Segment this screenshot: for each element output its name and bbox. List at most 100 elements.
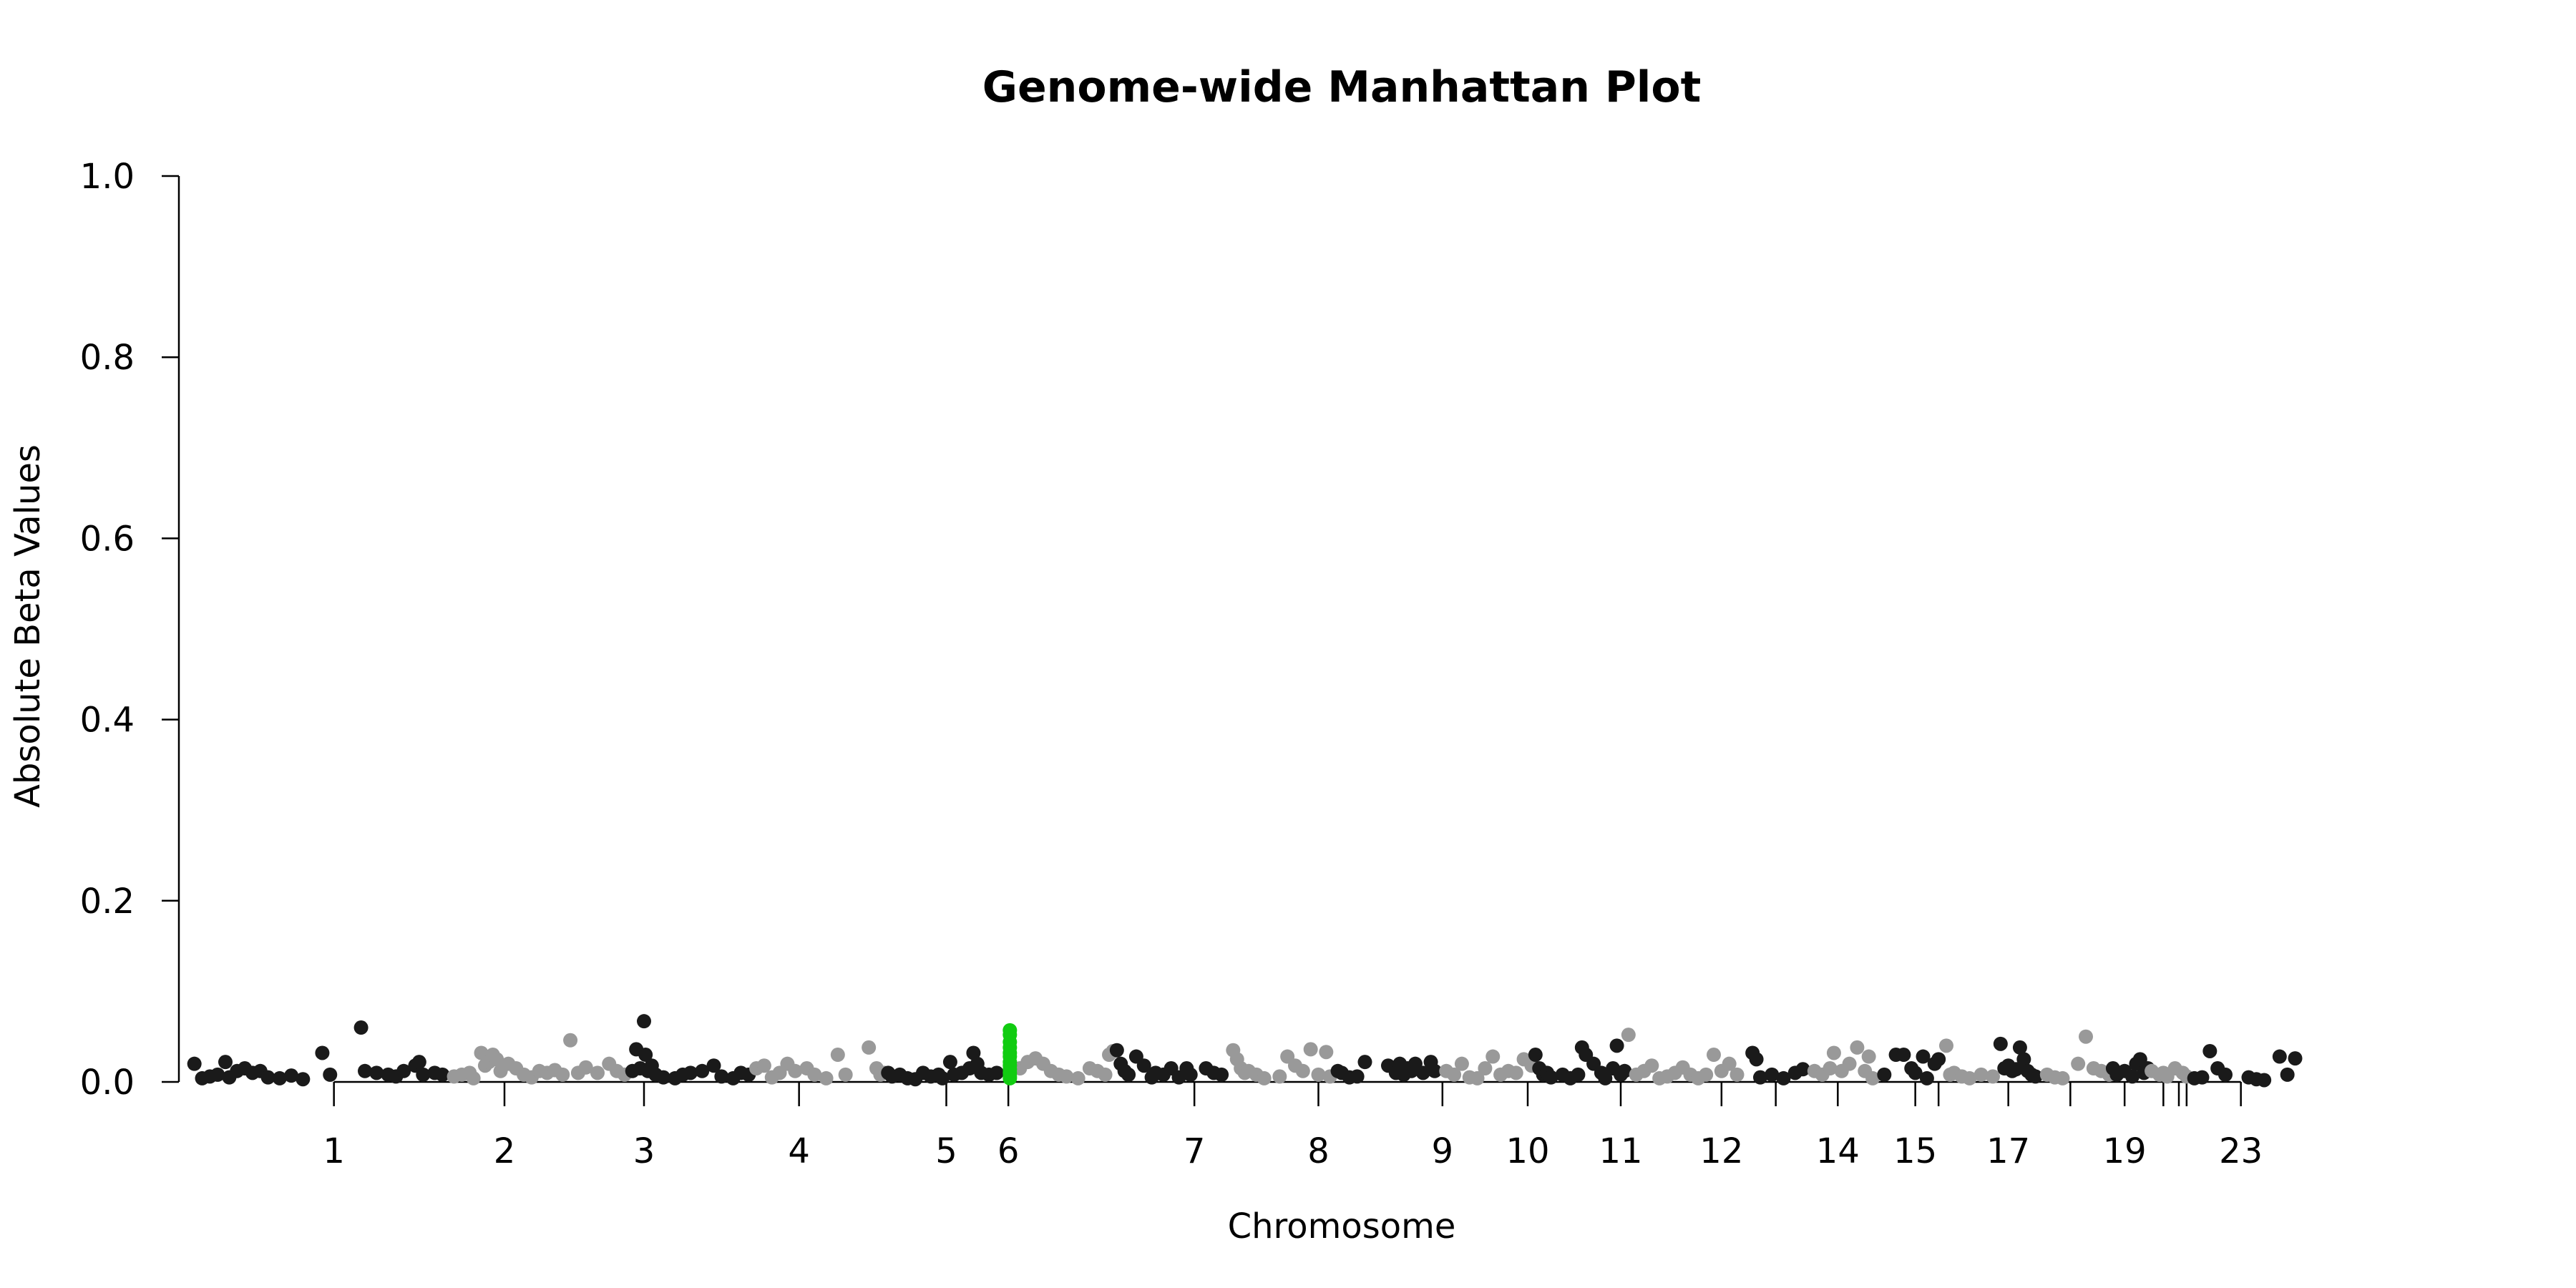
data-point [1357, 1055, 1372, 1070]
data-point [1753, 1070, 1767, 1085]
data-point [1823, 1061, 1838, 1076]
data-point [2071, 1056, 2086, 1071]
data-point [1877, 1067, 1892, 1082]
y-tick-label: 0.0 [80, 1063, 135, 1103]
data-point [578, 1060, 593, 1075]
x-tick-label: 2 [494, 1131, 516, 1171]
data-point [323, 1067, 338, 1082]
data-point [1415, 1065, 1430, 1080]
data-point [1795, 1062, 1810, 1077]
x-tick-label: 3 [633, 1131, 655, 1171]
x-tick-label: 7 [1184, 1131, 1206, 1171]
data-point [210, 1067, 225, 1082]
data-point [218, 1055, 233, 1070]
data-point [1454, 1056, 1469, 1071]
data-point [590, 1065, 605, 1080]
data-point [830, 1048, 845, 1063]
data-point [656, 1070, 671, 1085]
data-point [2280, 1067, 2295, 1082]
x-axis: 1 2 3 4 5 6 7 8 9 10 11 12 14 15 17 19 23 [323, 1080, 2263, 1171]
data-point [2257, 1073, 2272, 1088]
data-point [2288, 1051, 2303, 1066]
data-point [966, 1045, 981, 1060]
data-point [1214, 1067, 1229, 1082]
data-point [1861, 1049, 1876, 1064]
data-point [1776, 1070, 1791, 1085]
data-point [989, 1065, 1004, 1080]
x-tick-label: 11 [1599, 1131, 1642, 1171]
data-point [315, 1045, 330, 1060]
data-point [1098, 1067, 1113, 1082]
data-point [706, 1058, 721, 1073]
data-point [563, 1033, 578, 1048]
data-point [1842, 1056, 1857, 1071]
x-tick-label: 12 [1699, 1131, 1743, 1171]
data-point [1749, 1052, 1764, 1067]
data-point [1699, 1067, 1714, 1082]
data-point [272, 1070, 287, 1085]
data-point [1598, 1070, 1613, 1085]
data-point [1986, 1069, 2000, 1084]
x-tick-label: 9 [1432, 1131, 1454, 1171]
x-tick-label: 5 [935, 1131, 957, 1171]
data-point [2218, 1067, 2233, 1082]
data-point [416, 1067, 431, 1082]
data-point [788, 1063, 803, 1078]
data-point [1974, 1067, 1989, 1082]
data-point [1070, 1070, 1085, 1085]
x-axis-label: Chromosome [1228, 1206, 1456, 1246]
data-point [1962, 1070, 1977, 1085]
data-point [2079, 1029, 2093, 1044]
x-tick-label: 10 [1506, 1131, 1549, 1171]
x-tick-label: 8 [1307, 1131, 1330, 1171]
data-point [1865, 1070, 1880, 1085]
data-point [1428, 1063, 1442, 1078]
y-tick-label: 0.4 [80, 701, 135, 741]
data-point [1508, 1065, 1523, 1080]
data-point [353, 1020, 369, 1035]
data-point [2012, 1040, 2027, 1055]
data-point [1916, 1049, 1931, 1064]
y-axis: 0.0 0.2 0.4 0.6 0.8 1.0 [80, 157, 180, 1103]
y-tick-label: 0.2 [80, 882, 135, 922]
x-tick-label: 4 [788, 1131, 810, 1171]
data-point [1528, 1048, 1543, 1063]
data-point [1183, 1067, 1198, 1082]
data-point [756, 1058, 771, 1073]
data-point [2195, 1070, 2210, 1085]
data-point [1850, 1040, 1865, 1055]
data-point [1707, 1048, 1721, 1063]
data-point [2016, 1052, 2031, 1067]
chart-title: Genome-wide Manhattan Plot [982, 62, 1702, 112]
data-point [1311, 1067, 1326, 1082]
data-point [1729, 1067, 1745, 1082]
data-point [1722, 1056, 1737, 1071]
x-tick-label: 19 [2103, 1131, 2147, 1171]
data-point [1447, 1067, 1462, 1082]
x-tick-label: 15 [1893, 1131, 1937, 1171]
data-point [187, 1056, 202, 1071]
data-point [1543, 1070, 1558, 1085]
data-point [555, 1067, 570, 1082]
data-point [369, 1065, 384, 1080]
x-tick-label: 1 [323, 1131, 345, 1171]
data-point [1765, 1067, 1780, 1082]
y-tick-label: 1.0 [80, 157, 135, 197]
data-point [1319, 1045, 1334, 1060]
data-point [942, 1055, 957, 1070]
data-point [1121, 1067, 1136, 1082]
data-point [2272, 1049, 2287, 1064]
data-point [1993, 1036, 2008, 1051]
data-point [695, 1063, 710, 1078]
data-point [466, 1070, 481, 1085]
data-point [807, 1067, 822, 1082]
data-point [435, 1067, 450, 1082]
data-point [1350, 1069, 1365, 1084]
data-point [819, 1070, 834, 1085]
data-point [1826, 1045, 1841, 1060]
data-point [1470, 1070, 1485, 1085]
data-point [2125, 1069, 2140, 1084]
data-point [1919, 1070, 1934, 1085]
data-point [683, 1065, 698, 1080]
data-point [637, 1014, 651, 1029]
